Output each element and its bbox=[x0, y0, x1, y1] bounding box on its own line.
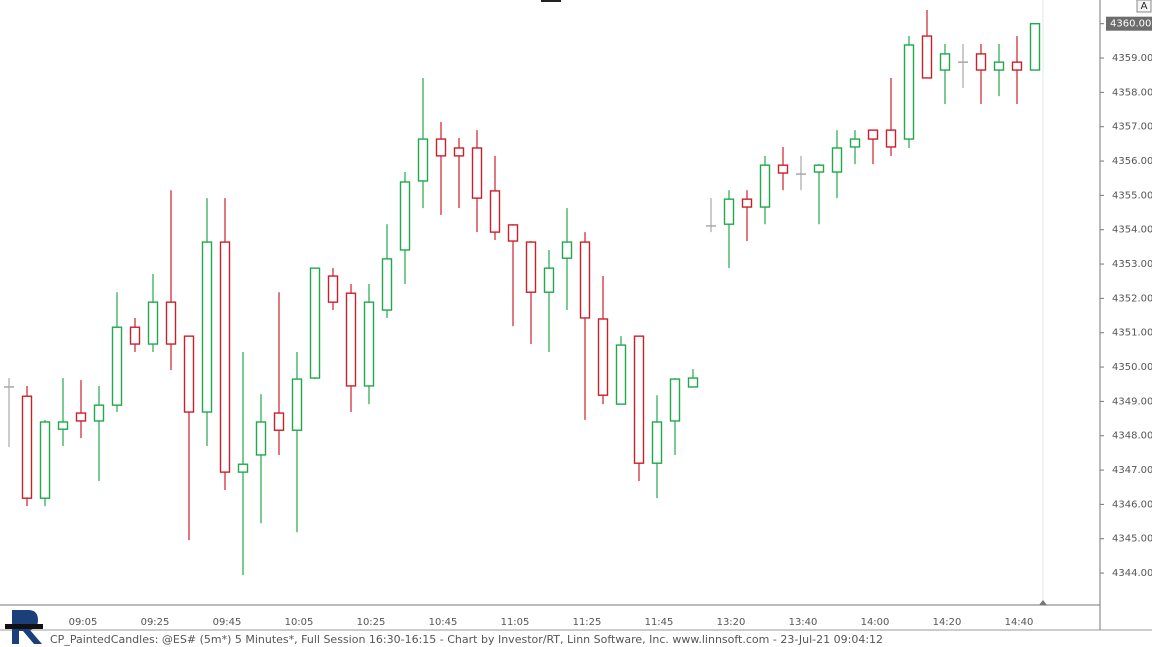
candle-body bbox=[327, 275, 339, 303]
y-tick-label: 4351.00 bbox=[1112, 328, 1152, 339]
candle-body bbox=[471, 147, 483, 199]
candle-body bbox=[129, 326, 141, 345]
candle-body bbox=[525, 241, 537, 293]
candle-body bbox=[309, 267, 321, 379]
x-tick-label: 13:40 bbox=[789, 617, 818, 628]
candle-body bbox=[435, 138, 447, 157]
candle-body bbox=[237, 463, 249, 473]
candle-body bbox=[543, 267, 555, 293]
top-marker bbox=[541, 0, 561, 2]
candle-body bbox=[1029, 22, 1041, 71]
x-tick-label: 10:25 bbox=[357, 617, 386, 628]
candle-body bbox=[291, 378, 303, 431]
candle-body bbox=[813, 164, 825, 173]
x-tick-label: 11:45 bbox=[645, 617, 674, 628]
x-tick-label: 11:25 bbox=[573, 617, 602, 628]
candle-body bbox=[615, 344, 627, 405]
candle-body bbox=[75, 412, 87, 422]
y-tick-label: 4352.00 bbox=[1112, 293, 1152, 304]
y-tick-label: 4356.00 bbox=[1112, 156, 1152, 167]
y-tick-label: 4359.00 bbox=[1112, 53, 1152, 64]
candle-body bbox=[147, 301, 159, 345]
candle-body bbox=[417, 138, 429, 182]
y-tick-label: 4347.00 bbox=[1112, 465, 1152, 476]
corner-button[interactable] bbox=[1136, 0, 1152, 13]
candle-body bbox=[93, 404, 105, 422]
candle-body bbox=[273, 412, 285, 431]
candle-body bbox=[363, 301, 375, 387]
candle-body bbox=[831, 147, 843, 173]
candle-body bbox=[561, 241, 573, 259]
x-tick-label: 10:05 bbox=[285, 617, 314, 628]
candle-body bbox=[183, 335, 195, 413]
candle-body bbox=[687, 377, 699, 388]
candle-body bbox=[219, 241, 231, 473]
candle-body bbox=[57, 421, 69, 430]
y-tick-label: 4349.00 bbox=[1112, 396, 1152, 407]
x-tick-label: 14:20 bbox=[933, 617, 962, 628]
candle-body bbox=[165, 301, 177, 345]
candle-body bbox=[489, 190, 501, 233]
candle-body bbox=[651, 421, 663, 464]
last-price-box bbox=[1106, 16, 1152, 31]
x-tick-label: 09:05 bbox=[69, 617, 98, 628]
x-tick-label: 14:00 bbox=[861, 617, 890, 628]
candle-body bbox=[867, 129, 879, 140]
footer-text: CP_PaintedCandles: @ES# (5m*) 5 Minutes*… bbox=[50, 633, 883, 646]
candle-body bbox=[111, 326, 123, 406]
y-tick-label: 4358.00 bbox=[1112, 87, 1152, 98]
x-tick-label: 09:45 bbox=[213, 617, 242, 628]
candle-body bbox=[939, 53, 951, 71]
x-tick-label: 10:45 bbox=[429, 617, 458, 628]
candle-body bbox=[507, 224, 519, 242]
logo bbox=[5, 610, 43, 644]
candle-body bbox=[723, 198, 735, 225]
x-tick-label: 13:20 bbox=[717, 617, 746, 628]
y-tick-label: 4344.00 bbox=[1112, 568, 1152, 579]
y-tick-label: 4353.00 bbox=[1112, 259, 1152, 270]
candle-body bbox=[39, 421, 51, 499]
candle-body bbox=[921, 35, 933, 79]
candle-body bbox=[453, 147, 465, 157]
x-tick-label: 14:40 bbox=[1005, 617, 1034, 628]
candle-body bbox=[399, 181, 411, 251]
candle-body bbox=[741, 198, 753, 208]
candle-body bbox=[255, 421, 267, 456]
scroll-marker bbox=[1039, 600, 1047, 605]
y-tick-label: 4348.00 bbox=[1112, 431, 1152, 442]
candle-body bbox=[903, 44, 915, 140]
y-tick-label: 4357.00 bbox=[1112, 122, 1152, 133]
corner-button-label[interactable]: A bbox=[1141, 1, 1148, 12]
candle-body bbox=[597, 318, 609, 396]
candle-body bbox=[669, 378, 681, 422]
candle-body bbox=[777, 164, 789, 174]
candle-body bbox=[885, 129, 897, 148]
candle-body bbox=[579, 241, 591, 319]
last-price-label: 4360.00 bbox=[1110, 19, 1151, 30]
x-tick-label: 09:25 bbox=[141, 617, 170, 628]
candle-body bbox=[1011, 61, 1023, 71]
candle-body bbox=[633, 335, 645, 464]
y-tick-label: 4345.00 bbox=[1112, 534, 1152, 545]
candle-body bbox=[21, 395, 33, 499]
candle-body bbox=[993, 61, 1005, 71]
candle-body bbox=[975, 53, 987, 71]
candle-body bbox=[759, 164, 771, 208]
candle-body bbox=[849, 138, 861, 148]
y-tick-label: 4350.00 bbox=[1112, 362, 1152, 373]
y-tick-label: 4354.00 bbox=[1112, 225, 1152, 236]
y-tick-label: 4346.00 bbox=[1112, 499, 1152, 510]
x-tick-label: 11:05 bbox=[501, 617, 530, 628]
candle-body bbox=[201, 241, 213, 413]
candle-body bbox=[345, 292, 357, 387]
candle-body bbox=[381, 258, 393, 311]
y-tick-label: 4355.00 bbox=[1112, 190, 1152, 201]
